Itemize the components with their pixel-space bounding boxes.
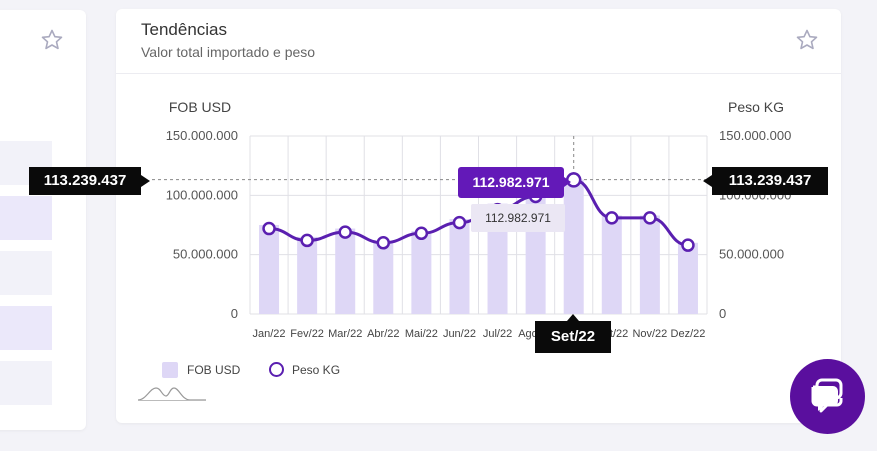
left-axis-crosshair-label: 113.239.437 <box>29 167 150 195</box>
list-item <box>0 306 52 350</box>
list-item <box>0 361 52 405</box>
card-title: Tendências <box>141 20 228 39</box>
list-item <box>0 196 52 240</box>
star-icon[interactable] <box>795 28 819 57</box>
legend-label: Peso KG <box>292 362 341 377</box>
divider <box>116 73 841 74</box>
list-item <box>0 251 52 295</box>
legend-line-marker <box>269 362 284 377</box>
right-axis-crosshair-label: 113.239.437 <box>703 167 828 195</box>
x-axis-crosshair-label: Set/22 <box>535 314 611 353</box>
chat-bubble-icon <box>809 375 847 418</box>
chat-button[interactable] <box>790 359 865 434</box>
star-icon[interactable] <box>40 28 64 57</box>
chart-brush-icon[interactable] <box>137 384 208 407</box>
legend-label: FOB USD <box>187 363 241 377</box>
point-value-tooltip: 112.982.971 <box>458 167 571 198</box>
legend-item-fob-usd[interactable]: FOB USD <box>162 362 240 378</box>
legend-item-peso-kg[interactable]: Peso KG <box>269 362 340 377</box>
left-card <box>0 10 86 430</box>
legend-bar-swatch <box>162 362 178 378</box>
card-subtitle: Valor total importado e peso <box>141 44 316 60</box>
point-value-secondary-tooltip: 112.982.971 <box>471 204 565 232</box>
